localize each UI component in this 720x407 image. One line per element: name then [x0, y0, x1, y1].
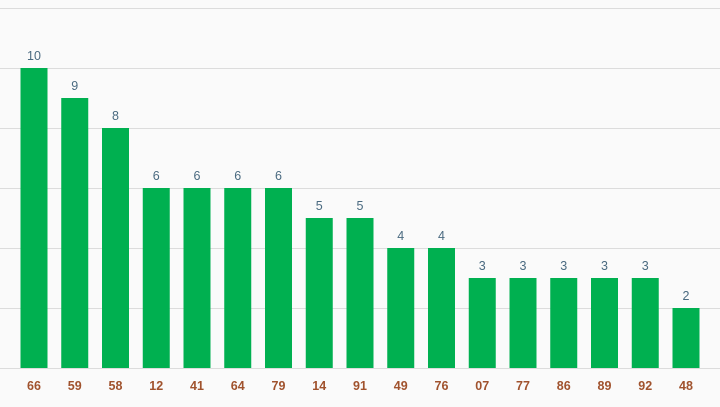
category-label-12: 12: [149, 379, 163, 393]
category-label-41: 41: [190, 379, 204, 393]
bar-79: [265, 188, 292, 368]
bar-64: [224, 188, 252, 368]
bar-48: [672, 308, 700, 368]
category-label-66: 66: [27, 379, 41, 393]
bar-76: [428, 248, 455, 368]
category-label-59: 59: [68, 379, 82, 393]
category-label-89: 89: [598, 379, 612, 393]
value-label-79: 6: [275, 169, 282, 183]
category-label-07: 07: [475, 379, 489, 393]
category-label-14: 14: [312, 379, 326, 393]
category-label-58: 58: [109, 379, 123, 393]
bar-49: [387, 248, 415, 368]
value-label-64: 6: [234, 169, 241, 183]
category-labels: 66 59 58 12 41 64 79 14 91 49 76 07 77 86 89 92 48: [27, 379, 693, 393]
bar-91: [346, 218, 374, 368]
bar-58: [102, 128, 129, 368]
bar-14: [305, 218, 333, 368]
bar-59: [61, 98, 89, 368]
value-label-91: 5: [357, 199, 364, 213]
category-label-91: 91: [353, 379, 367, 393]
value-label-59: 9: [71, 79, 78, 93]
category-label-79: 79: [272, 379, 286, 393]
bar-77: [509, 278, 537, 368]
category-label-76: 76: [435, 379, 449, 393]
value-label-77: 3: [520, 259, 527, 273]
category-label-77: 77: [516, 379, 530, 393]
value-label-86: 3: [560, 259, 567, 273]
bar-86: [550, 278, 578, 368]
value-label-49: 4: [397, 229, 404, 243]
bar-12: [142, 188, 170, 368]
value-label-92: 3: [642, 259, 649, 273]
bar-89: [591, 278, 618, 368]
value-labels: 10 9 8 6 6 6 6 5 5 4 4 3 3 3 3 3 2: [27, 49, 689, 303]
category-label-86: 86: [557, 379, 571, 393]
category-label-49: 49: [394, 379, 408, 393]
bar-07: [468, 278, 496, 368]
value-label-48: 2: [683, 289, 690, 303]
value-label-58: 8: [112, 109, 119, 123]
bars: [20, 68, 700, 368]
bar-92: [631, 278, 659, 368]
value-label-07: 3: [479, 259, 486, 273]
value-label-89: 3: [601, 259, 608, 273]
value-label-76: 4: [438, 229, 445, 243]
category-label-64: 64: [231, 379, 245, 393]
category-label-92: 92: [638, 379, 652, 393]
value-label-14: 5: [316, 199, 323, 213]
category-label-48: 48: [679, 379, 693, 393]
value-label-12: 6: [153, 169, 160, 183]
bar-41: [183, 188, 211, 368]
value-label-41: 6: [194, 169, 201, 183]
value-label-66: 10: [27, 49, 41, 63]
bar-66: [20, 68, 48, 368]
